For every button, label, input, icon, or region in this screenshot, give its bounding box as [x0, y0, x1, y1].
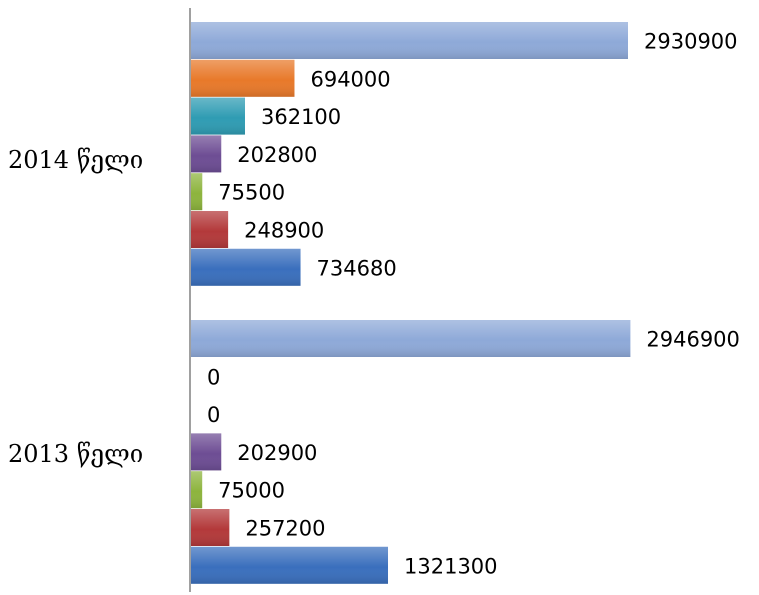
bar-shade-0-5 — [191, 211, 229, 248]
data-label-1-5: 257200 — [245, 517, 325, 541]
bar-shade-1-3 — [191, 433, 222, 471]
bar-shade-1-4 — [191, 471, 203, 509]
bar-shade-0-1 — [191, 59, 295, 97]
data-label-1-6: 1321300 — [404, 554, 498, 578]
data-label-0-6: 734680 — [317, 256, 397, 280]
data-label-0-1: 694000 — [310, 67, 390, 91]
data-label-0-3: 202800 — [237, 143, 317, 167]
category-label-1: 2013 წელი — [8, 440, 143, 468]
bars-group — [191, 22, 631, 584]
bar-shade-0-4 — [191, 173, 203, 211]
data-label-0-2: 362100 — [261, 105, 341, 129]
bar-shade-0-6 — [191, 248, 301, 286]
category-label-0: 2014 წელი — [8, 146, 143, 174]
data-label-1-0: 2946900 — [646, 328, 740, 352]
labels-group: 2014 წელი 2930900 694000 362100 202800 75500 2… — [8, 30, 740, 579]
bar-shade-0-3 — [191, 135, 222, 173]
data-label-0-0: 2930900 — [644, 30, 738, 54]
bar-shade-0-2 — [191, 97, 245, 135]
data-label-1-1: 0 — [207, 365, 220, 389]
data-label-1-3: 202900 — [237, 441, 317, 465]
data-label-1-4: 75000 — [218, 479, 285, 503]
bar-shade-0-0 — [191, 22, 628, 59]
bar-shade-1-5 — [191, 509, 230, 546]
data-label-0-5: 248900 — [244, 219, 324, 243]
data-label-0-4: 75500 — [218, 181, 285, 205]
bar-shade-1-6 — [191, 546, 389, 584]
data-label-1-2: 0 — [207, 403, 220, 427]
bar-shade-1-0 — [191, 320, 631, 357]
